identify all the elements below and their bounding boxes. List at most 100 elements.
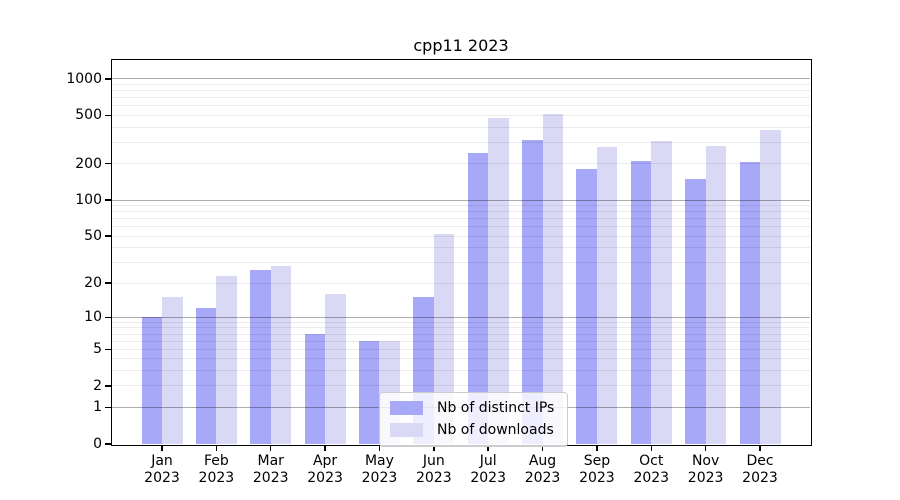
minor-gridline-8 <box>112 327 810 329</box>
minor-gridline-7 <box>112 333 810 335</box>
x-tick-mark-apr-2023 <box>324 445 326 451</box>
y-tick-mark-500 <box>105 114 111 117</box>
x-tick-label-oct-2023: Oct 2023 <box>633 453 670 486</box>
x-tick-label-dec-2023: Dec 2023 <box>742 453 778 486</box>
bar-dec-2023-nb-of-distinct-ips <box>739 162 760 444</box>
bar-may-2023-nb-of-distinct-ips <box>358 341 380 444</box>
minor-gridline-50 <box>112 235 810 237</box>
minor-gridline-700 <box>112 97 810 99</box>
minor-gridline-60 <box>112 226 810 228</box>
x-tick-mark-nov-2023 <box>704 445 707 451</box>
y-tick-mark-0 <box>105 443 111 445</box>
minor-gridline-70 <box>112 218 810 220</box>
x-tick-label-feb-2023: Feb 2023 <box>198 453 235 486</box>
x-tick-label-mar-2023: Mar 2023 <box>252 453 289 486</box>
minor-gridline-600 <box>112 105 810 107</box>
x-tick-label-jan-2023: Jan 2023 <box>144 453 180 486</box>
y-tick-label-20: 20 <box>84 275 102 292</box>
x-tick-mark-oct-2023 <box>650 445 653 451</box>
x-tick-label-apr-2023: Apr 2023 <box>307 453 343 486</box>
minor-gridline-400 <box>112 126 810 128</box>
x-tick-label-may-2023: May 2023 <box>361 453 398 486</box>
legend-swatch-downloads <box>390 423 423 437</box>
minor-gridline-200 <box>112 163 810 165</box>
bar-apr-2023-nb-of-distinct-ips <box>304 334 326 444</box>
minor-gridline-9 <box>112 321 810 323</box>
bar-feb-2023-nb-of-distinct-ips <box>195 308 217 444</box>
y-tick-mark-1000 <box>105 78 111 80</box>
y-tick-label-10: 10 <box>84 309 102 326</box>
bar-jan-2023-nb-of-distinct-ips <box>141 317 162 444</box>
x-tick-mark-feb-2023 <box>215 445 218 451</box>
minor-gridline-90 <box>112 205 810 207</box>
y-tick-label-5: 5 <box>93 341 102 358</box>
minor-gridline-6 <box>112 340 810 342</box>
minor-gridline-40 <box>112 247 810 249</box>
bar-mar-2023-nb-of-distinct-ips <box>250 269 271 444</box>
x-tick-label-aug-2023: Aug 2023 <box>524 453 561 486</box>
x-tick-mark-mar-2023 <box>269 445 272 451</box>
y-tick-label-2: 2 <box>93 377 102 394</box>
major-gridline-10 <box>112 316 810 318</box>
minor-gridline-2 <box>112 385 810 387</box>
x-tick-mark-jun-2023 <box>433 445 435 451</box>
y-tick-label-200: 200 <box>75 155 102 172</box>
minor-gridline-5 <box>112 348 810 350</box>
bar-feb-2023-nb-of-downloads <box>216 276 237 444</box>
bar-dec-2023-nb-of-downloads <box>760 129 781 444</box>
x-tick-mark-aug-2023 <box>541 445 544 451</box>
bar-oct-2023-nb-of-downloads <box>651 140 672 444</box>
legend: Nb of distinct IPs Nb of downloads <box>379 392 569 447</box>
legend-swatch-distinct-ips <box>390 401 423 415</box>
bar-nov-2023-nb-of-downloads <box>705 146 727 444</box>
bar-sep-2023-nb-of-distinct-ips <box>576 169 597 444</box>
y-tick-label-100: 100 <box>75 192 102 209</box>
plot-area <box>112 60 810 444</box>
y-tick-mark-10 <box>105 316 111 319</box>
y-tick-label-500: 500 <box>75 107 102 124</box>
y-tick-mark-1 <box>105 406 111 409</box>
bar-nov-2023-nb-of-distinct-ips <box>685 178 706 444</box>
legend-label-distinct-ips: Nb of distinct IPs <box>437 400 555 416</box>
y-tick-label-0: 0 <box>93 436 102 452</box>
bar-sep-2023-nb-of-downloads <box>596 146 618 444</box>
y-tick-label-1: 1 <box>93 399 102 416</box>
bar-oct-2023-nb-of-distinct-ips <box>630 161 652 444</box>
minor-gridline-500 <box>112 114 810 116</box>
y-tick-label-1000: 1000 <box>66 70 102 87</box>
y-tick-mark-50 <box>105 235 111 237</box>
y-tick-mark-2 <box>105 385 111 387</box>
bar-aug-2023-nb-of-downloads <box>542 113 564 444</box>
x-tick-mark-jan-2023 <box>161 445 163 451</box>
x-tick-mark-jul-2023 <box>487 445 489 451</box>
minor-gridline-3 <box>112 370 810 372</box>
minor-gridline-30 <box>112 262 810 264</box>
bar-jul-2023-nb-of-distinct-ips <box>467 153 489 444</box>
legend-item-downloads: Nb of downloads <box>390 422 554 438</box>
minor-gridline-20 <box>112 282 810 284</box>
minor-gridline-800 <box>112 90 810 92</box>
x-tick-mark-may-2023 <box>378 445 381 451</box>
minor-gridline-80 <box>112 211 810 213</box>
y-tick-mark-5 <box>105 348 111 351</box>
legend-label-downloads: Nb of downloads <box>437 422 554 438</box>
minor-gridline-300 <box>112 141 810 143</box>
y-tick-mark-100 <box>105 199 111 201</box>
minor-gridline-4 <box>112 358 810 360</box>
major-gridline-100 <box>112 199 810 201</box>
legend-item-distinct-ips: Nb of distinct IPs <box>390 400 554 416</box>
x-tick-label-jul-2023: Jul 2023 <box>470 453 506 486</box>
x-tick-mark-dec-2023 <box>759 445 761 451</box>
major-gridline-1000 <box>112 78 810 80</box>
bar-jul-2023-nb-of-downloads <box>488 118 509 444</box>
bar-mar-2023-nb-of-downloads <box>270 266 292 444</box>
bar-jun-2023-nb-of-downloads <box>433 234 455 444</box>
y-tick-mark-200 <box>105 162 111 165</box>
x-tick-label-jun-2023: Jun 2023 <box>415 453 452 486</box>
x-tick-label-nov-2023: Nov 2023 <box>687 453 724 486</box>
bar-aug-2023-nb-of-distinct-ips <box>522 139 543 444</box>
bar-jan-2023-nb-of-downloads <box>162 297 183 444</box>
minor-gridline-900 <box>112 83 810 85</box>
bar-apr-2023-nb-of-downloads <box>325 294 346 444</box>
